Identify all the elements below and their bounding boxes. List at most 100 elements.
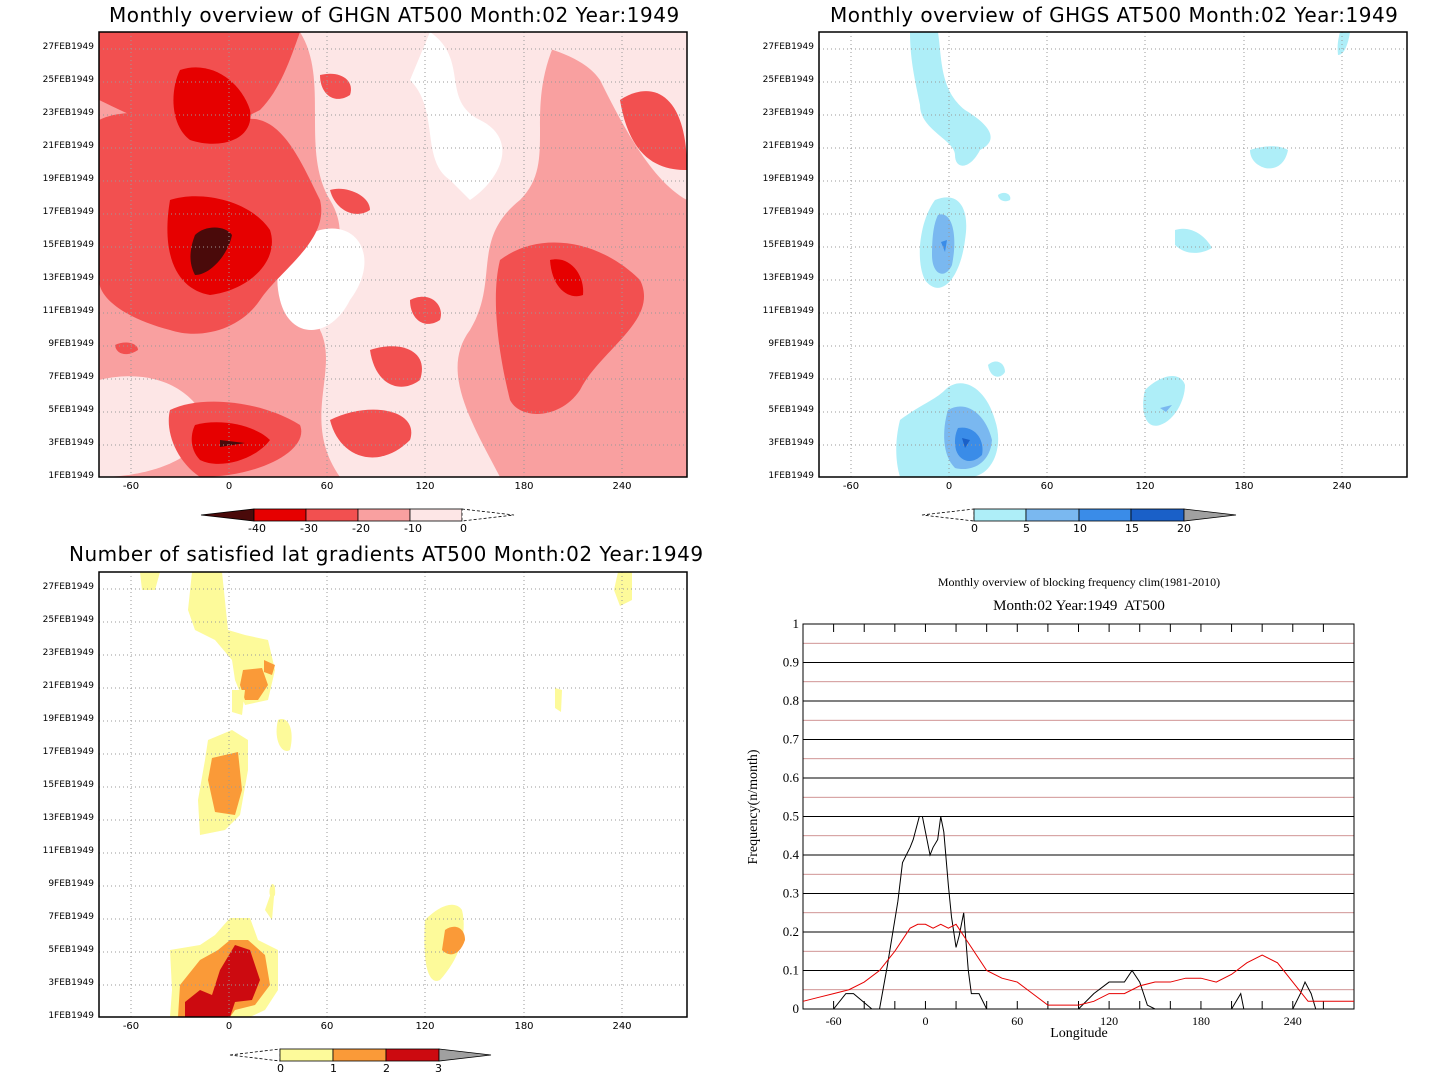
- latgrad-cb-label: 2: [383, 1062, 390, 1075]
- y-tick-label: 19FEB1949: [42, 714, 94, 724]
- latgrad-panel: Number of satisfied lat gradients AT500 …: [0, 540, 720, 1091]
- x-tick-label: 120: [415, 1021, 435, 1032]
- y-tick-label: 0.8: [783, 693, 799, 708]
- y-tick-label: 19FEB1949: [42, 174, 94, 184]
- x-tick-label: 240: [612, 1021, 632, 1032]
- y-tick-label: 13FEB1949: [42, 813, 94, 823]
- y-tick-label: 23FEB1949: [42, 108, 94, 118]
- ghgs-frame: [818, 31, 1408, 478]
- y-tick-label: 5FEB1949: [48, 405, 94, 415]
- x-tick-label: 240: [1284, 1014, 1302, 1028]
- y-tick-label: 7FEB1949: [48, 912, 94, 922]
- y-tick-label: 17FEB1949: [42, 207, 94, 217]
- y-tick-label: 3FEB1949: [48, 978, 94, 988]
- x-tick-label: -60: [122, 1021, 140, 1032]
- x-tick-label: 180: [1192, 1014, 1210, 1028]
- y-tick-label: 21FEB1949: [762, 141, 814, 151]
- y-tick-label: 11FEB1949: [42, 306, 94, 316]
- y-tick-label: 0: [793, 1001, 800, 1016]
- y-tick-label: 7FEB1949: [768, 372, 814, 382]
- ghgn-plot: [98, 31, 688, 522]
- y-tick-label: 27FEB1949: [42, 582, 94, 592]
- ghgs-title: Monthly overview of GHGS AT500 Month:02 …: [830, 3, 1399, 27]
- y-tick-label: 5FEB1949: [48, 945, 94, 955]
- y-tick-label: 0.3: [783, 886, 799, 901]
- ghgn-cb-label: -20: [352, 522, 370, 535]
- y-tick-label: 7FEB1949: [48, 372, 94, 382]
- y-tick-label: 9FEB1949: [48, 879, 94, 889]
- y-tick-label: 27FEB1949: [42, 42, 94, 52]
- latgrad-cb-label: 0: [277, 1062, 284, 1075]
- y-tick-label: 11FEB1949: [42, 846, 94, 856]
- ghgn-cb-label: -40: [248, 522, 266, 535]
- series-line-black: [803, 816, 1354, 1010]
- ghgn-panel: Monthly overview of GHGN AT500 Month:02 …: [0, 0, 720, 545]
- ghgs-cb-label: 20: [1177, 522, 1191, 535]
- x-tick-label: 0: [225, 481, 233, 492]
- blocking-title: Monthly overview of blocking frequency c…: [937, 575, 1221, 589]
- x-tick-label: -60: [122, 481, 140, 492]
- x-tick-label: 180: [514, 1021, 534, 1032]
- y-tick-label: 21FEB1949: [42, 681, 94, 691]
- y-tick-label: 23FEB1949: [42, 648, 94, 658]
- y-tick-label: 1FEB1949: [48, 471, 94, 481]
- y-tick-label: 17FEB1949: [762, 207, 814, 217]
- y-tick-label: 0.4: [783, 847, 800, 862]
- ghgn-colorbar: [200, 508, 515, 522]
- ghgn-title: Monthly overview of GHGN AT500 Month:02 …: [109, 3, 680, 27]
- x-tick-label: -60: [842, 481, 860, 492]
- ghgs-panel: Monthly overview of GHGS AT500 Month:02 …: [720, 0, 1440, 545]
- y-tick-label: 15FEB1949: [42, 240, 94, 250]
- latgrad-colorbar: [229, 1048, 492, 1062]
- x-tick-label: 240: [1332, 481, 1352, 492]
- x-tick-label: 0: [225, 1021, 233, 1032]
- y-tick-label: 0.7: [783, 732, 800, 747]
- latgrad-cb-label: 3: [435, 1062, 442, 1075]
- x-tick-label: 60: [1040, 481, 1054, 492]
- y-tick-label: 1FEB1949: [48, 1011, 94, 1021]
- y-tick-label: 13FEB1949: [762, 273, 814, 283]
- y-tick-label: 9FEB1949: [48, 339, 94, 349]
- y-tick-label: 0.9: [783, 655, 799, 670]
- x-tick-label: 60: [320, 1021, 334, 1032]
- latgrad-plot: [98, 571, 688, 1062]
- y-tick-label: 25FEB1949: [42, 75, 94, 85]
- x-tick-label: 120: [1135, 481, 1155, 492]
- ghgn-cb-label: -30: [300, 522, 318, 535]
- ghgs-colorbar: [921, 508, 1237, 522]
- x-tick-label: 60: [1011, 1014, 1023, 1028]
- y-tick-label: 15FEB1949: [42, 780, 94, 790]
- y-tick-label: 1FEB1949: [768, 471, 814, 481]
- y-tick-label: 9FEB1949: [768, 339, 814, 349]
- y-tick-label: 0.1: [783, 963, 799, 978]
- ghgn-frame: [98, 31, 688, 478]
- ghgn-cb-label: 0: [460, 522, 467, 535]
- y-tick-label: 1: [793, 616, 800, 631]
- y-tick-label: 3FEB1949: [768, 438, 814, 448]
- latgrad-title: Number of satisfied lat gradients AT500 …: [69, 542, 704, 566]
- ghgn-cb-label: -10: [404, 522, 422, 535]
- y-tick-label: 21FEB1949: [42, 141, 94, 151]
- ghgs-cb-label: 15: [1125, 522, 1139, 535]
- blocking-panel: Monthly overview of blocking frequency c…: [720, 545, 1440, 1091]
- latgrad-frame: [98, 571, 688, 1018]
- ghgs-plot: [818, 31, 1408, 522]
- y-tick-label: 15FEB1949: [762, 240, 814, 250]
- ghgs-cb-label: 0: [971, 522, 978, 535]
- x-tick-label: 180: [1234, 481, 1254, 492]
- x-tick-label: 60: [320, 481, 334, 492]
- y-tick-label: 0.6: [783, 770, 800, 785]
- x-tick-label: 120: [415, 481, 435, 492]
- y-tick-label: 17FEB1949: [42, 747, 94, 757]
- y-tick-label: 11FEB1949: [762, 306, 814, 316]
- latgrad-cb-label: 1: [330, 1062, 337, 1075]
- x-tick-label: 240: [612, 481, 632, 492]
- y-tick-label: 19FEB1949: [762, 174, 814, 184]
- y-tick-label: 25FEB1949: [42, 615, 94, 625]
- x-tick-label: 180: [514, 481, 534, 492]
- y-tick-label: 25FEB1949: [762, 75, 814, 85]
- y-tick-label: 27FEB1949: [762, 42, 814, 52]
- x-tick-label: -60: [826, 1014, 842, 1028]
- blocking-subtitle: Month:02 Year:1949 AT500: [993, 598, 1165, 614]
- blocking-xlabel: Longitude: [1050, 1026, 1108, 1041]
